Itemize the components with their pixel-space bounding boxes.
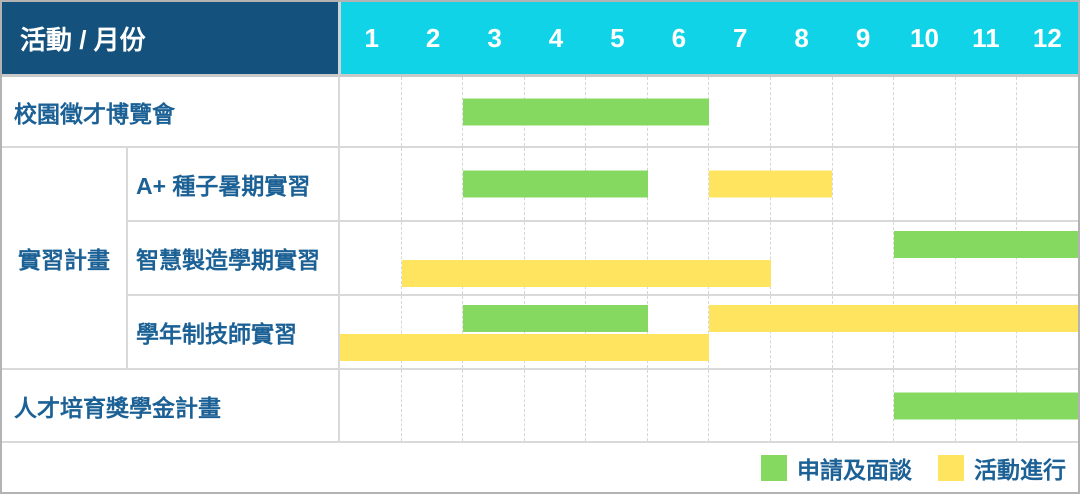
month-grid-cell [340, 148, 401, 220]
month-grid-cell [585, 370, 647, 441]
month-grid-cell [954, 222, 1017, 294]
month-grid-cell [708, 296, 770, 368]
gantt-bar-ongoing [709, 305, 1078, 332]
gantt-bar-apply [463, 305, 648, 332]
gantt-row-academic-year-technician-internship [338, 294, 1078, 368]
month-label: 10 [910, 22, 939, 53]
legend-label: 申請及面談 [797, 456, 912, 483]
month-grid-cell [646, 296, 709, 368]
month-label: 11 [972, 22, 1000, 53]
month-label: 2 [425, 22, 441, 53]
month-grid-cell [400, 148, 463, 220]
month-grid-cell [340, 77, 401, 146]
gantt-bar-ongoing [401, 260, 771, 287]
month-grid-cell [646, 370, 709, 441]
row-label-campus-fair: 校園徵才博覽會 [2, 77, 338, 146]
month-label: 9 [855, 22, 871, 53]
month-label: 8 [794, 22, 809, 53]
month-grid-cell [1016, 296, 1078, 368]
month-grid-cell [954, 296, 1017, 368]
month-grid-cell [585, 222, 647, 294]
month-label: 6 [671, 22, 687, 53]
gantt-bar-ongoing [709, 170, 832, 198]
month-label: 5 [610, 22, 625, 53]
month-grid-cell [585, 296, 647, 368]
row-label-smart-manufacturing-internship: 智慧製造學期實習 [126, 220, 338, 294]
month-grid-cell [893, 148, 955, 220]
row-label-academic-year-technician-internship: 學年制技師實習 [126, 294, 338, 368]
month-grid-cell [646, 222, 709, 294]
row-label-text: 學年制技師實習 [136, 321, 297, 347]
month-grid-cell [893, 222, 955, 294]
month-grid-cell [523, 296, 586, 368]
month-grid-cell [708, 222, 770, 294]
apply-color-swatch-icon [761, 454, 787, 481]
month-grid-cell [831, 148, 894, 220]
month-grid-cell [523, 370, 586, 441]
month-label: 1 [364, 22, 379, 53]
month-grid-cell [400, 222, 463, 294]
month-grid-cell [340, 222, 401, 294]
ongoing-color-swatch-icon [938, 454, 964, 481]
month-label: 4 [548, 22, 564, 53]
legend: 申請及面談 活動進行 [2, 441, 1078, 492]
month-grid-cell [831, 77, 894, 146]
header-title: 活動 / 月份 [20, 24, 146, 55]
month-label: 7 [733, 22, 748, 53]
month-grid-cell [1016, 77, 1078, 146]
legend-item-ongoing: 活動進行 [938, 451, 1066, 485]
month-grid-cell [708, 77, 770, 146]
month-grid-cell [340, 370, 401, 441]
month-grid-cell [831, 222, 894, 294]
month-grid-cell [708, 148, 770, 220]
row-label-text: 校園徵才博覽會 [14, 100, 175, 127]
month-grid-cell [708, 370, 770, 441]
month-grid-cell [1016, 148, 1078, 220]
month-grid-cell [893, 77, 955, 146]
gantt-bar-apply [463, 98, 709, 125]
month-grid-cell [1016, 222, 1078, 294]
month-grid-cell [646, 148, 709, 220]
month-label: 12 [1032, 22, 1062, 53]
gantt-bar-apply [893, 231, 1078, 258]
month-grid-cell [831, 370, 894, 441]
month-grid-cell [523, 222, 586, 294]
gantt-bar-apply [893, 392, 1078, 419]
legend-item-apply: 申請及面談 [761, 451, 912, 485]
row-label-talent-scholarship-program: 人才培育獎學金計畫 [2, 368, 338, 441]
row-label-aplus-summer-internship: A+ 種子暑期實習 [126, 146, 338, 220]
group-label-text: 實習計畫 [18, 247, 110, 273]
month-grid-cell [770, 222, 832, 294]
month-label: 3 [487, 22, 502, 53]
gantt-row-campus-fair [338, 77, 1078, 146]
month-grid-cell [770, 77, 832, 146]
month-grid-cell [400, 77, 463, 146]
legend-label: 活動進行 [974, 456, 1066, 483]
row-label-text: 智慧製造學期實習 [136, 247, 320, 273]
month-grid-cell [770, 296, 832, 368]
row-label-text: 人才培育獎學金計畫 [14, 394, 221, 421]
month-grid-cell [462, 77, 524, 146]
row-label-text: A+ 種子暑期實習 [136, 173, 311, 199]
month-grid-cell [462, 222, 524, 294]
group-label-internship-program: 實習計畫 [2, 146, 126, 368]
month-grid-cell [400, 296, 463, 368]
gantt-bar-apply [463, 170, 648, 198]
gantt-row-talent-scholarship-program [338, 368, 1078, 441]
gantt-row-aplus-summer-internship [338, 146, 1078, 220]
gantt-row-smart-manufacturing-internship [338, 220, 1078, 294]
month-grid-cell [462, 296, 524, 368]
month-grid-cell [893, 296, 955, 368]
month-grid-cell [831, 296, 894, 368]
header-activity-month: 活動 / 月份 [2, 2, 338, 77]
month-grid-cell [954, 77, 1017, 146]
month-grid-cell [462, 148, 524, 220]
month-grid-cell [770, 370, 832, 441]
month-header-row: 1 2 3 4 5 6 7 8 9 10 11 12 [338, 2, 1078, 77]
month-grid-cell [400, 370, 463, 441]
month-grid-cell [462, 370, 524, 441]
gantt-bar-ongoing [340, 334, 709, 361]
month-grid-cell [954, 148, 1017, 220]
